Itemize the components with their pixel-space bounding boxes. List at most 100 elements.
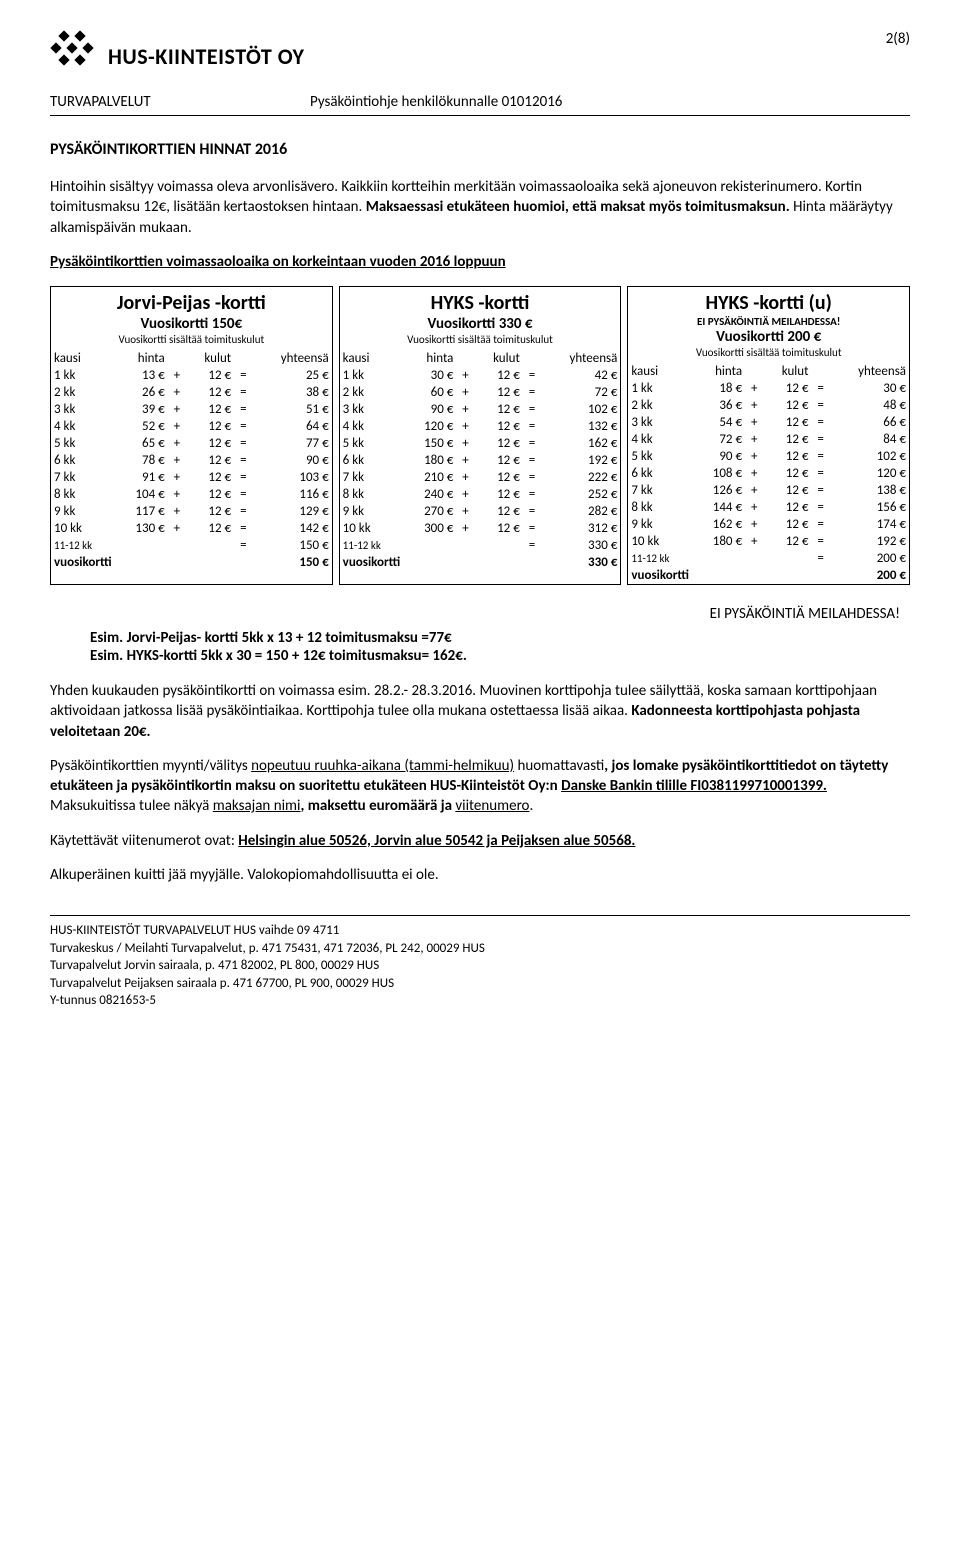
footer-line: Y-tunnus 0821653-5 xyxy=(50,992,910,1010)
table-row: 8 kk 240 €+ 12 €= 252 € xyxy=(340,486,621,503)
table-row-last: 11-12 kk = 150 € xyxy=(51,537,332,554)
col-kulut: kulut xyxy=(186,350,234,367)
table-row: 4 kk 120 €+ 12 €= 132 € xyxy=(340,418,621,435)
table-row: 9 kk 117 €+ 12 €= 129 € xyxy=(51,503,332,520)
table-row: 5 kk 90 €+ 12 €= 102 € xyxy=(628,448,909,465)
intro-paragraph-1: Hintoihin sisältyy voimassa oleva arvonl… xyxy=(50,177,910,238)
table-row: 1 kk 30 €+ 12 €= 42 € xyxy=(340,367,621,384)
body-paragraph-2: Pysäköintikorttien myynti/välitys nopeut… xyxy=(50,756,910,817)
intro-1b: Maksaessasi etukäteen huomioi, että maks… xyxy=(366,198,790,216)
col-yhteensa: yhteensä xyxy=(541,350,620,367)
example-2: Esim. HYKS-kortti 5kk x 30 = 150 + 12€ t… xyxy=(90,647,910,665)
body2f: Maksukuitissa tulee näkyä xyxy=(50,797,213,815)
card-title: Jorvi-Peijas -kortti xyxy=(51,287,332,315)
body-paragraph-1: Yhden kuukauden pysäköintikortti on voim… xyxy=(50,681,910,742)
table-row-last: 11-12 kk = 330 € xyxy=(340,537,621,554)
table-row: 10 kk 300 €+ 12 €= 312 € xyxy=(340,520,621,537)
table-row: 3 kk 90 €+ 12 €= 102 € xyxy=(340,401,621,418)
sub-header: TURVAPALVELUT Pysäköintiohje henkilökunn… xyxy=(50,93,910,111)
price-card: HYKS -kortti (u)EI PYSÄKÖINTIÄ MEILAHDES… xyxy=(627,286,910,585)
table-row: 7 kk 210 €+ 12 €= 222 € xyxy=(340,469,621,486)
logo-block: HUS-KIINTEISTÖT OY xyxy=(50,30,304,83)
table-row: 4 kk 52 €+ 12 €= 64 € xyxy=(51,418,332,435)
page-header: HUS-KIINTEISTÖT OY 2(8) xyxy=(50,30,910,83)
footer-line: HUS-KIINTEISTÖT TURVAPALVELUT HUS vaihde… xyxy=(50,922,910,940)
price-card: Jorvi-Peijas -korttiVuosikortti 150€Vuos… xyxy=(50,286,333,585)
body-paragraph-4: Alkuperäinen kuitti jää myyjälle. Valoko… xyxy=(50,865,910,885)
price-card: HYKS -korttiVuosikortti 330 €Vuosikortti… xyxy=(339,286,622,585)
table-row: 1 kk 18 €+ 12 €= 30 € xyxy=(628,380,909,397)
col-kausi: kausi xyxy=(51,350,116,367)
table-row: 3 kk 39 €+ 12 €= 51 € xyxy=(51,401,332,418)
table-row: 6 kk 180 €+ 12 €= 192 € xyxy=(340,452,621,469)
body2a: Pysäköintikorttien myynti/välitys xyxy=(50,757,251,775)
section-title: PYSÄKÖINTIKORTTIEN HINNAT 2016 xyxy=(50,140,910,159)
price-tables: Jorvi-Peijas -korttiVuosikortti 150€Vuos… xyxy=(50,286,910,585)
table-row: 2 kk 36 €+ 12 €= 48 € xyxy=(628,397,909,414)
table-row: 8 kk 144 €+ 12 €= 156 € xyxy=(628,499,909,516)
table-row: 9 kk 162 €+ 12 €= 174 € xyxy=(628,516,909,533)
price-table: kausihinta kulut yhteensä 1 kk 18 €+ 12 €=… xyxy=(628,363,909,584)
table-row: 4 kk 72 €+ 12 €= 84 € xyxy=(628,431,909,448)
footer-line: Turvakeskus / Meilahti Turvapalvelut, p.… xyxy=(50,940,910,958)
col-kausi: kausi xyxy=(340,350,405,367)
footer-warning: EI PYSÄKÖINTIÄ MEILAHDESSA! xyxy=(50,605,910,623)
annual-row: vuosikortti 200 € xyxy=(628,567,909,584)
subheader-left: TURVAPALVELUT xyxy=(50,93,270,111)
table-row: 9 kk 270 €+ 12 €= 282 € xyxy=(340,503,621,520)
table-row: 2 kk 26 €+ 12 €= 38 € xyxy=(51,384,332,401)
logo-icon xyxy=(50,30,98,83)
subheader-right: Pysäköintiohje henkilökunnalle 01012016 xyxy=(310,93,562,111)
card-sublabel: Vuosikortti sisältää toimituskulut xyxy=(51,333,332,350)
annual-row: vuosikortti 330 € xyxy=(340,554,621,571)
intro-paragraph-2: Pysäköintikorttien voimassaoloaika on ko… xyxy=(50,252,910,272)
card-sublabel: Vuosikortti sisältää toimituskulut xyxy=(340,333,621,350)
card-warning: EI PYSÄKÖINTIÄ MEILAHDESSA! xyxy=(628,315,909,328)
card-subtitle: Vuosikortti 330 € xyxy=(340,315,621,333)
body2h: , maksettu euromäärä ja xyxy=(300,797,455,815)
page-number: 2(8) xyxy=(886,30,910,48)
footer-line: Turvapalvelut Jorvin sairaala, p. 471 82… xyxy=(50,957,910,975)
footer-line: Turvapalvelut Peijaksen sairaala p. 471 … xyxy=(50,975,910,993)
table-row: 7 kk 91 €+ 12 €= 103 € xyxy=(51,469,332,486)
table-row: 6 kk 108 €+ 12 €= 120 € xyxy=(628,465,909,482)
table-row-last: 11-12 kk = 200 € xyxy=(628,550,909,567)
body-paragraph-3: Käytettävät viitenumerot ovat: Helsingin… xyxy=(50,831,910,851)
example-1: Esim. Jorvi-Peijas- kortti 5kk x 13 + 12… xyxy=(90,629,910,647)
col-kausi: kausi xyxy=(628,363,693,380)
body3a: Käytettävät viitenumerot ovat: xyxy=(50,832,238,850)
example-block: Esim. Jorvi-Peijas- kortti 5kk x 13 + 12… xyxy=(90,629,910,665)
body2e: Danske Bankin tilille FI0381199710001399… xyxy=(561,777,827,795)
card-sublabel: Vuosikortti sisältää toimituskulut xyxy=(628,346,909,363)
card-title: HYKS -kortti xyxy=(340,287,621,315)
col-hinta: hinta xyxy=(693,363,745,380)
card-title: HYKS -kortti (u) xyxy=(628,287,909,315)
divider xyxy=(50,115,910,116)
logo-text: HUS-KIINTEISTÖT OY xyxy=(108,43,304,70)
body2g: maksajan nimi xyxy=(213,797,301,815)
card-subtitle: Vuosikortti 150€ xyxy=(51,315,332,333)
body3b: Helsingin alue 50526, Jorvin alue 50542 … xyxy=(238,832,635,850)
page-footer: HUS-KIINTEISTÖT TURVAPALVELUT HUS vaihde… xyxy=(50,915,910,1010)
body2j: . xyxy=(529,797,533,815)
col-hinta: hinta xyxy=(405,350,457,367)
table-row: 10 kk 180 €+ 12 €= 192 € xyxy=(628,533,909,550)
table-row: 10 kk 130 €+ 12 €= 142 € xyxy=(51,520,332,537)
table-row: 3 kk 54 €+ 12 €= 66 € xyxy=(628,414,909,431)
price-table: kausihintakulutyhteensä 1 kk 30 €+ 12 €=… xyxy=(340,350,621,571)
col-yhteensa: yhteensä xyxy=(830,363,909,380)
body2i: viitenumero xyxy=(455,797,529,815)
body2c: huomattavasti xyxy=(514,757,604,775)
table-row: 8 kk 104 €+ 12 €= 116 € xyxy=(51,486,332,503)
card-subtitle: Vuosikortti 200 € xyxy=(628,328,909,346)
annual-row: vuosikortti 150 € xyxy=(51,554,332,571)
body2b: nopeutuu ruuhka-aikana (tammi-helmikuu) xyxy=(251,757,514,775)
price-table: kausihinta kulut yhteensä 1 kk 13 €+ 12 €=… xyxy=(51,350,332,571)
col-kulut: kulut xyxy=(763,363,811,380)
col-yhteensa: yhteensä xyxy=(252,350,331,367)
col-hinta: hinta xyxy=(116,350,168,367)
table-row: 5 kk 65 €+ 12 €= 77 € xyxy=(51,435,332,452)
table-row: 2 kk 60 €+ 12 €= 72 € xyxy=(340,384,621,401)
table-row: 5 kk 150 €+ 12 €= 162 € xyxy=(340,435,621,452)
table-row: 1 kk 13 €+ 12 €= 25 € xyxy=(51,367,332,384)
